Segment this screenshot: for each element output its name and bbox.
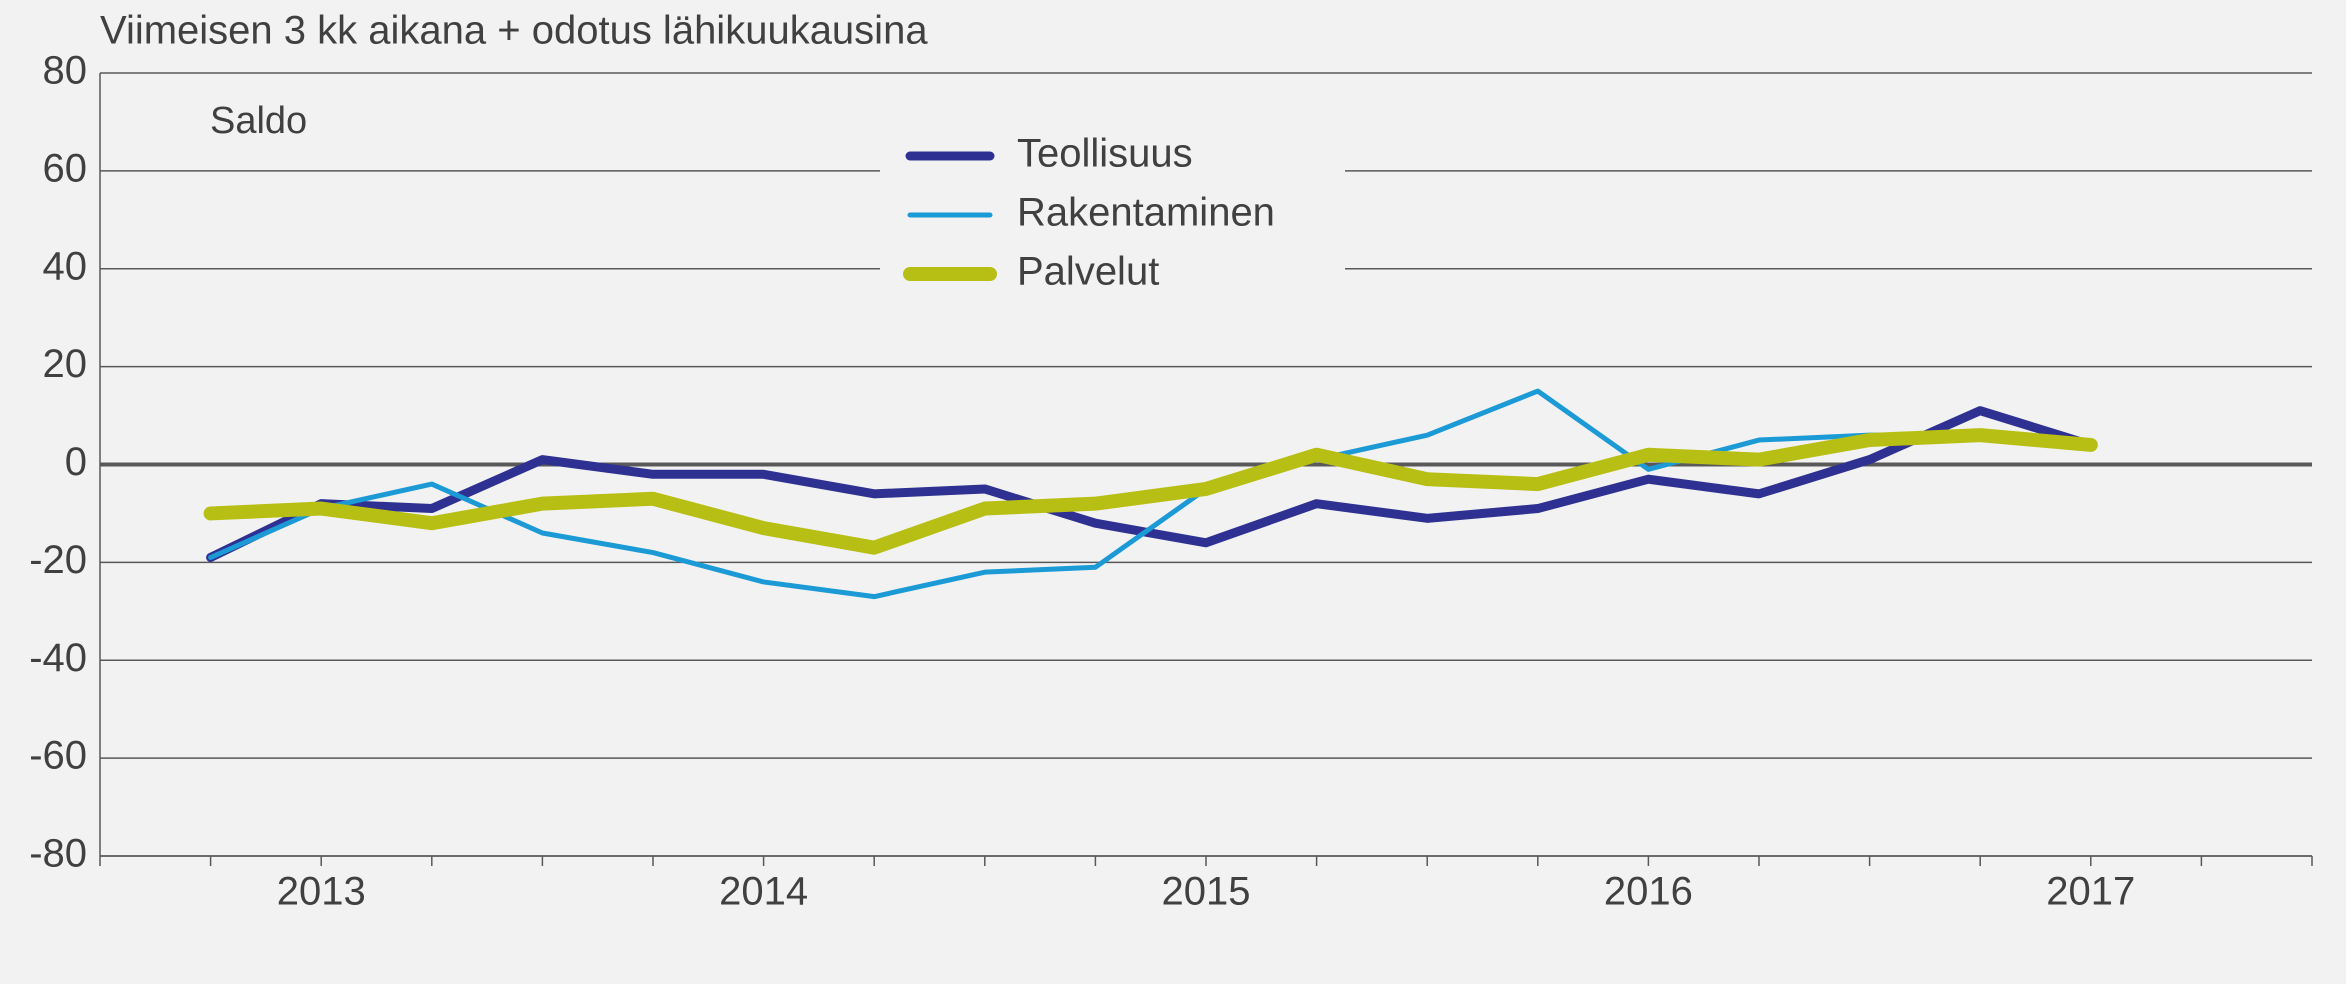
y-tick-label: 0 xyxy=(65,440,87,484)
chart-title: Viimeisen 3 kk aikana + odotus lähikuuka… xyxy=(100,9,928,53)
y-tick-label: 40 xyxy=(43,244,88,288)
x-tick-label: 2016 xyxy=(1604,870,1693,914)
legend-label: Teollisuus xyxy=(1017,132,1193,176)
x-tick-label: 2014 xyxy=(719,870,808,914)
y-tick-label: -60 xyxy=(29,734,87,778)
y-tick-label: 80 xyxy=(43,49,88,93)
y-axis-label: Saldo xyxy=(210,100,307,142)
x-tick-label: 2015 xyxy=(1162,870,1251,914)
y-tick-label: 20 xyxy=(43,342,88,386)
series-line xyxy=(203,428,2098,555)
y-tick-label: 60 xyxy=(43,146,88,190)
y-tick-label: -80 xyxy=(29,832,87,876)
y-tick-label: -40 xyxy=(29,636,87,680)
series-line xyxy=(206,406,2096,562)
legend-label: Rakentaminen xyxy=(1017,191,1275,235)
x-tick-label: 2017 xyxy=(2046,870,2135,914)
y-tick-label: -20 xyxy=(29,538,87,582)
x-tick-label: 2013 xyxy=(277,870,366,914)
legend-label: Palvelut xyxy=(1017,250,1159,294)
series-line xyxy=(208,388,2094,600)
